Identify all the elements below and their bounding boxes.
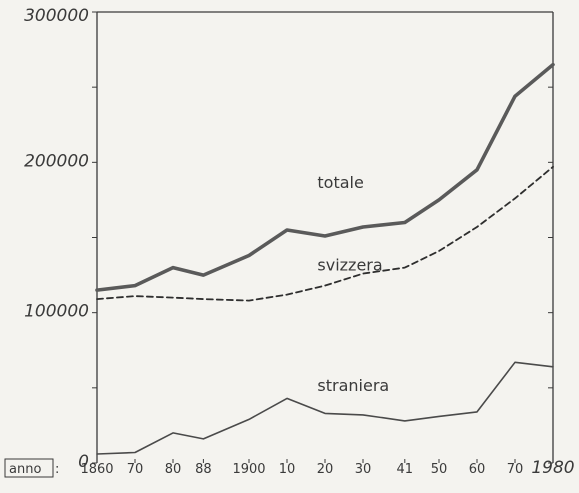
y-axis-ticks: 0 100000 200000 300000: [24, 6, 553, 472]
series-line-straniera: [96, 361, 554, 455]
x-tick-label: 1860: [80, 462, 113, 477]
y-tick-label: 300000: [24, 6, 89, 26]
x-tick-label: 80: [165, 462, 182, 477]
series-line-svizzera: [96, 165, 554, 302]
series-line-totale: [95, 62, 555, 292]
x-tick-label: 70: [127, 462, 144, 477]
x-tick-label: 30: [355, 462, 372, 477]
series-labels: totale svizzera straniera: [317, 173, 389, 395]
x-axis-title: anno :: [4, 458, 59, 478]
series-label-straniera: straniera: [317, 376, 389, 395]
x-tick-label: 50: [431, 462, 448, 477]
x-tick-label: 1900: [232, 462, 265, 477]
y-tick-label: 0: [78, 452, 89, 472]
x-tick-label: 41: [397, 462, 414, 477]
x-axis-title-colon: :: [55, 462, 59, 477]
y-tick-label: 100000: [24, 302, 89, 322]
x-axis-ticks: 1860 70 80 88 1900 10 20 30 41 50 60 70 1980: [80, 458, 574, 478]
x-tick-label: 10: [279, 462, 296, 477]
x-tick-label: 88: [195, 462, 212, 477]
x-tick-label: 70: [507, 462, 524, 477]
x-tick-label: 60: [469, 462, 486, 477]
x-axis-title-box: [4, 458, 54, 478]
x-axis-title-text: anno: [9, 462, 41, 477]
series-label-totale: totale: [317, 173, 363, 192]
x-tick-label: 20: [317, 462, 334, 477]
series-label-svizzera: svizzera: [317, 256, 382, 275]
y-tick-label: 200000: [24, 151, 89, 171]
x-tick-label: 1980: [531, 458, 574, 478]
chart-series: [95, 62, 555, 455]
